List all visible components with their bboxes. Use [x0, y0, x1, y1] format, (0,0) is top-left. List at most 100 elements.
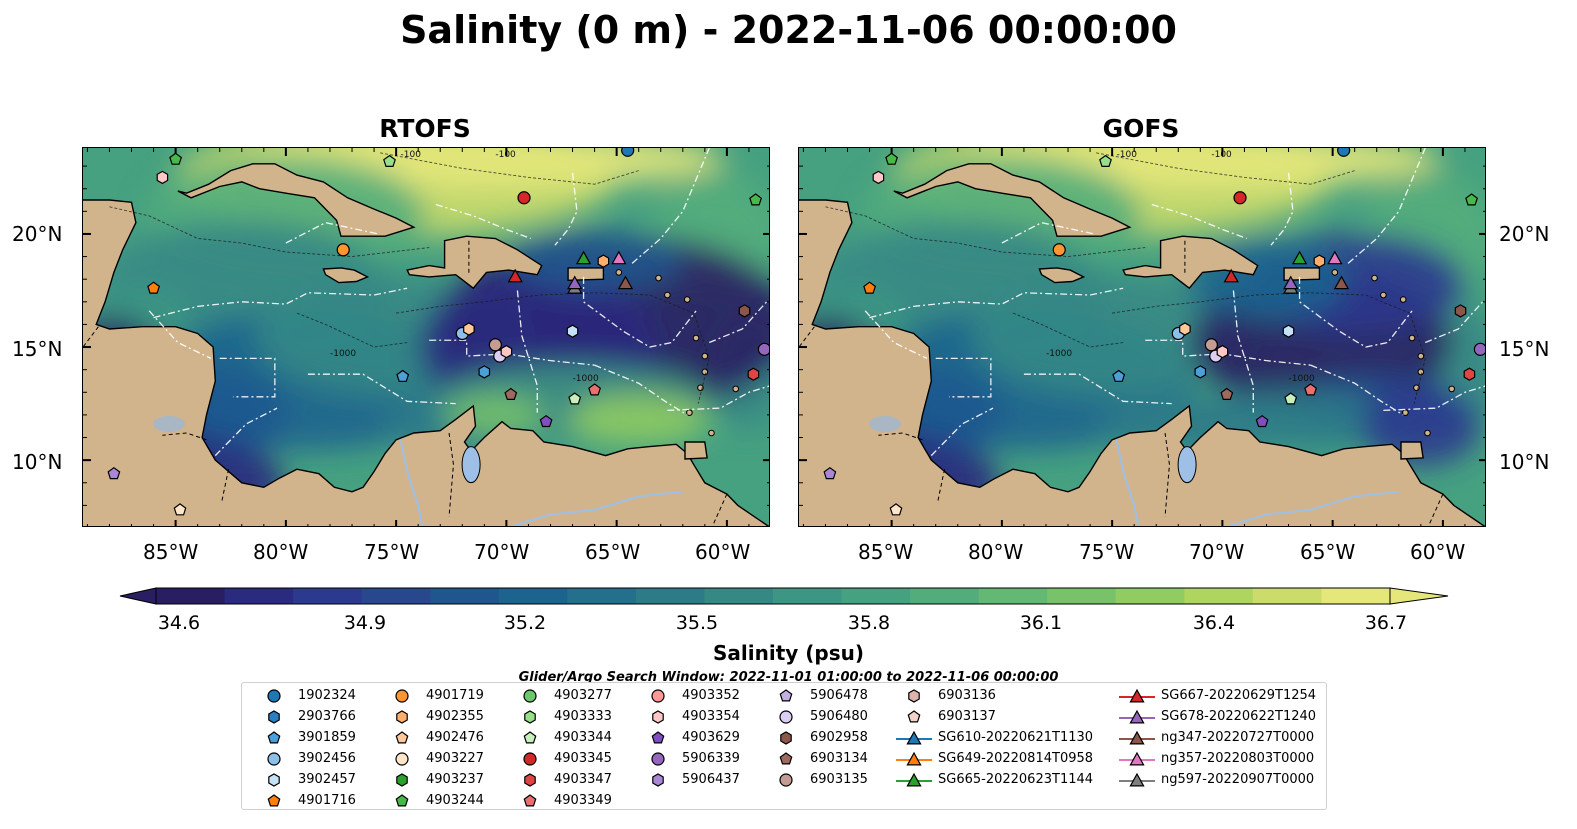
- legend-hexagon-icon: [268, 773, 280, 787]
- land-island: [1399, 296, 1407, 303]
- eez-boundary: [1151, 203, 1247, 240]
- legend-circle-icon: [779, 773, 793, 787]
- lon-tick: 80°W: [968, 540, 1024, 564]
- legend-triangle-icon: [1129, 772, 1145, 787]
- colorbar-bin: [841, 588, 911, 604]
- colorbar-bin: [1252, 588, 1322, 604]
- observation-marker: [539, 414, 553, 428]
- observation-marker: [1282, 324, 1295, 338]
- legend-pentagon-icon: [907, 710, 921, 723]
- legend-circle-icon: [395, 689, 409, 703]
- legend-pentagon-icon: [395, 794, 409, 807]
- legend-triangle-icon: [1129, 730, 1145, 745]
- observation-marker: [575, 250, 592, 265]
- rivers: [1115, 439, 1399, 526]
- observation-marker: [611, 250, 627, 265]
- colorbar-bin: [704, 588, 774, 604]
- observation-marker: [863, 281, 877, 294]
- river: [399, 439, 424, 526]
- eez-boundary: [1232, 290, 1254, 413]
- bathymetry-contours: [825, 152, 1426, 404]
- country-borders: [799, 240, 1444, 524]
- legend-label: 5906339: [682, 751, 740, 766]
- colorbar-bin: [978, 588, 1048, 604]
- lon-tick: 70°W: [1189, 540, 1245, 564]
- legend-label: ng597-20220907T0000: [1161, 772, 1315, 787]
- observation-marker: [588, 383, 602, 396]
- contour-label: -1000: [330, 349, 356, 359]
- observation-markers: [107, 148, 769, 516]
- legend-label: 4903333: [554, 709, 612, 724]
- land-jamaica: [322, 267, 370, 284]
- river: [1225, 490, 1399, 526]
- country-border: [878, 432, 923, 441]
- colorbar-bin: [156, 588, 226, 604]
- observation-marker: [1112, 369, 1126, 382]
- depth-contour: [109, 206, 430, 258]
- legend-label: 6903134: [810, 751, 868, 766]
- colorbar-tick: 35.8: [847, 612, 891, 634]
- observation-marker: [872, 170, 885, 185]
- observation-marker: [1465, 193, 1479, 206]
- legend-label: 6903136: [938, 688, 996, 703]
- colorbar-frame: [155, 587, 1391, 605]
- legend-triangle-icon: [1129, 688, 1145, 703]
- lat-tick-right: 15°N: [1499, 337, 1550, 361]
- land-island: [1380, 291, 1387, 299]
- lon-tick: 70°W: [474, 540, 530, 564]
- observation-marker: [336, 243, 350, 257]
- land-mainland: [799, 199, 1485, 526]
- legend-label: 4903227: [426, 751, 484, 766]
- legend-circle-icon: [395, 752, 409, 766]
- observation-marker: [757, 342, 769, 356]
- observation-marker: [1255, 414, 1269, 428]
- land-hispaniola: [406, 235, 543, 290]
- land-trinidad: [1400, 441, 1424, 460]
- lat-tick-right: 20°N: [1499, 222, 1550, 246]
- observation-marker: [156, 170, 169, 185]
- legend-label: 4903344: [554, 730, 612, 745]
- legend-label: SG678-20220622T1240: [1161, 709, 1317, 724]
- country-border: [1164, 432, 1170, 517]
- observation-marker: [478, 365, 491, 379]
- legend-triangle-icon: [1129, 709, 1145, 724]
- legend-label: 4903237: [426, 772, 484, 787]
- legend-hexagon-icon: [524, 710, 536, 724]
- observation-marker: [1220, 387, 1234, 400]
- country-border: [448, 432, 454, 517]
- panel-title-rtofs: RTOFS: [379, 114, 471, 143]
- land-island: [708, 429, 715, 437]
- eez-boundary: [1347, 148, 1426, 264]
- contour-label: -100: [401, 150, 422, 160]
- eez-boundary: [1310, 364, 1404, 416]
- colorbar-bin: [430, 588, 500, 604]
- map-gofs: -100-100-1000-1000: [798, 147, 1486, 527]
- legend: 1902324 2903766 3901859 3902456 3902457 49017…: [241, 682, 1327, 810]
- legend-hexagon-icon: [652, 773, 664, 787]
- legend-hexagon-icon: [396, 773, 408, 787]
- depth-contour: [1094, 152, 1355, 185]
- land-puerto-rico: [1283, 267, 1321, 282]
- colorbar-tick: 34.6: [157, 612, 201, 634]
- eez-boundary: [582, 276, 697, 348]
- depth-contour: [825, 206, 1146, 258]
- legend-circle-icon: [523, 689, 537, 703]
- legend-label: 4902355: [426, 709, 484, 724]
- lat-tick-left: 10°N: [12, 450, 63, 474]
- legend-label: SG665-20220623T1144: [938, 772, 1094, 787]
- legend-label: 4903352: [682, 688, 740, 703]
- country-border: [162, 432, 207, 441]
- legend-label: 2903766: [298, 709, 356, 724]
- country-border: [713, 493, 728, 524]
- lon-tick: 65°W: [585, 540, 641, 564]
- colorbar-bin: [1115, 588, 1185, 604]
- legend-pentagon-icon: [267, 731, 281, 744]
- colorbar-bin: [635, 588, 705, 604]
- colorbar-bin: [910, 588, 980, 604]
- country-border: [799, 326, 815, 348]
- legend-label: 6902958: [810, 730, 868, 745]
- colorbar-bin: [773, 588, 843, 604]
- eez-boundary: [1001, 221, 1095, 244]
- legend-pentagon-icon: [523, 794, 537, 807]
- legend-label: ng357-20220803T0000: [1161, 751, 1315, 766]
